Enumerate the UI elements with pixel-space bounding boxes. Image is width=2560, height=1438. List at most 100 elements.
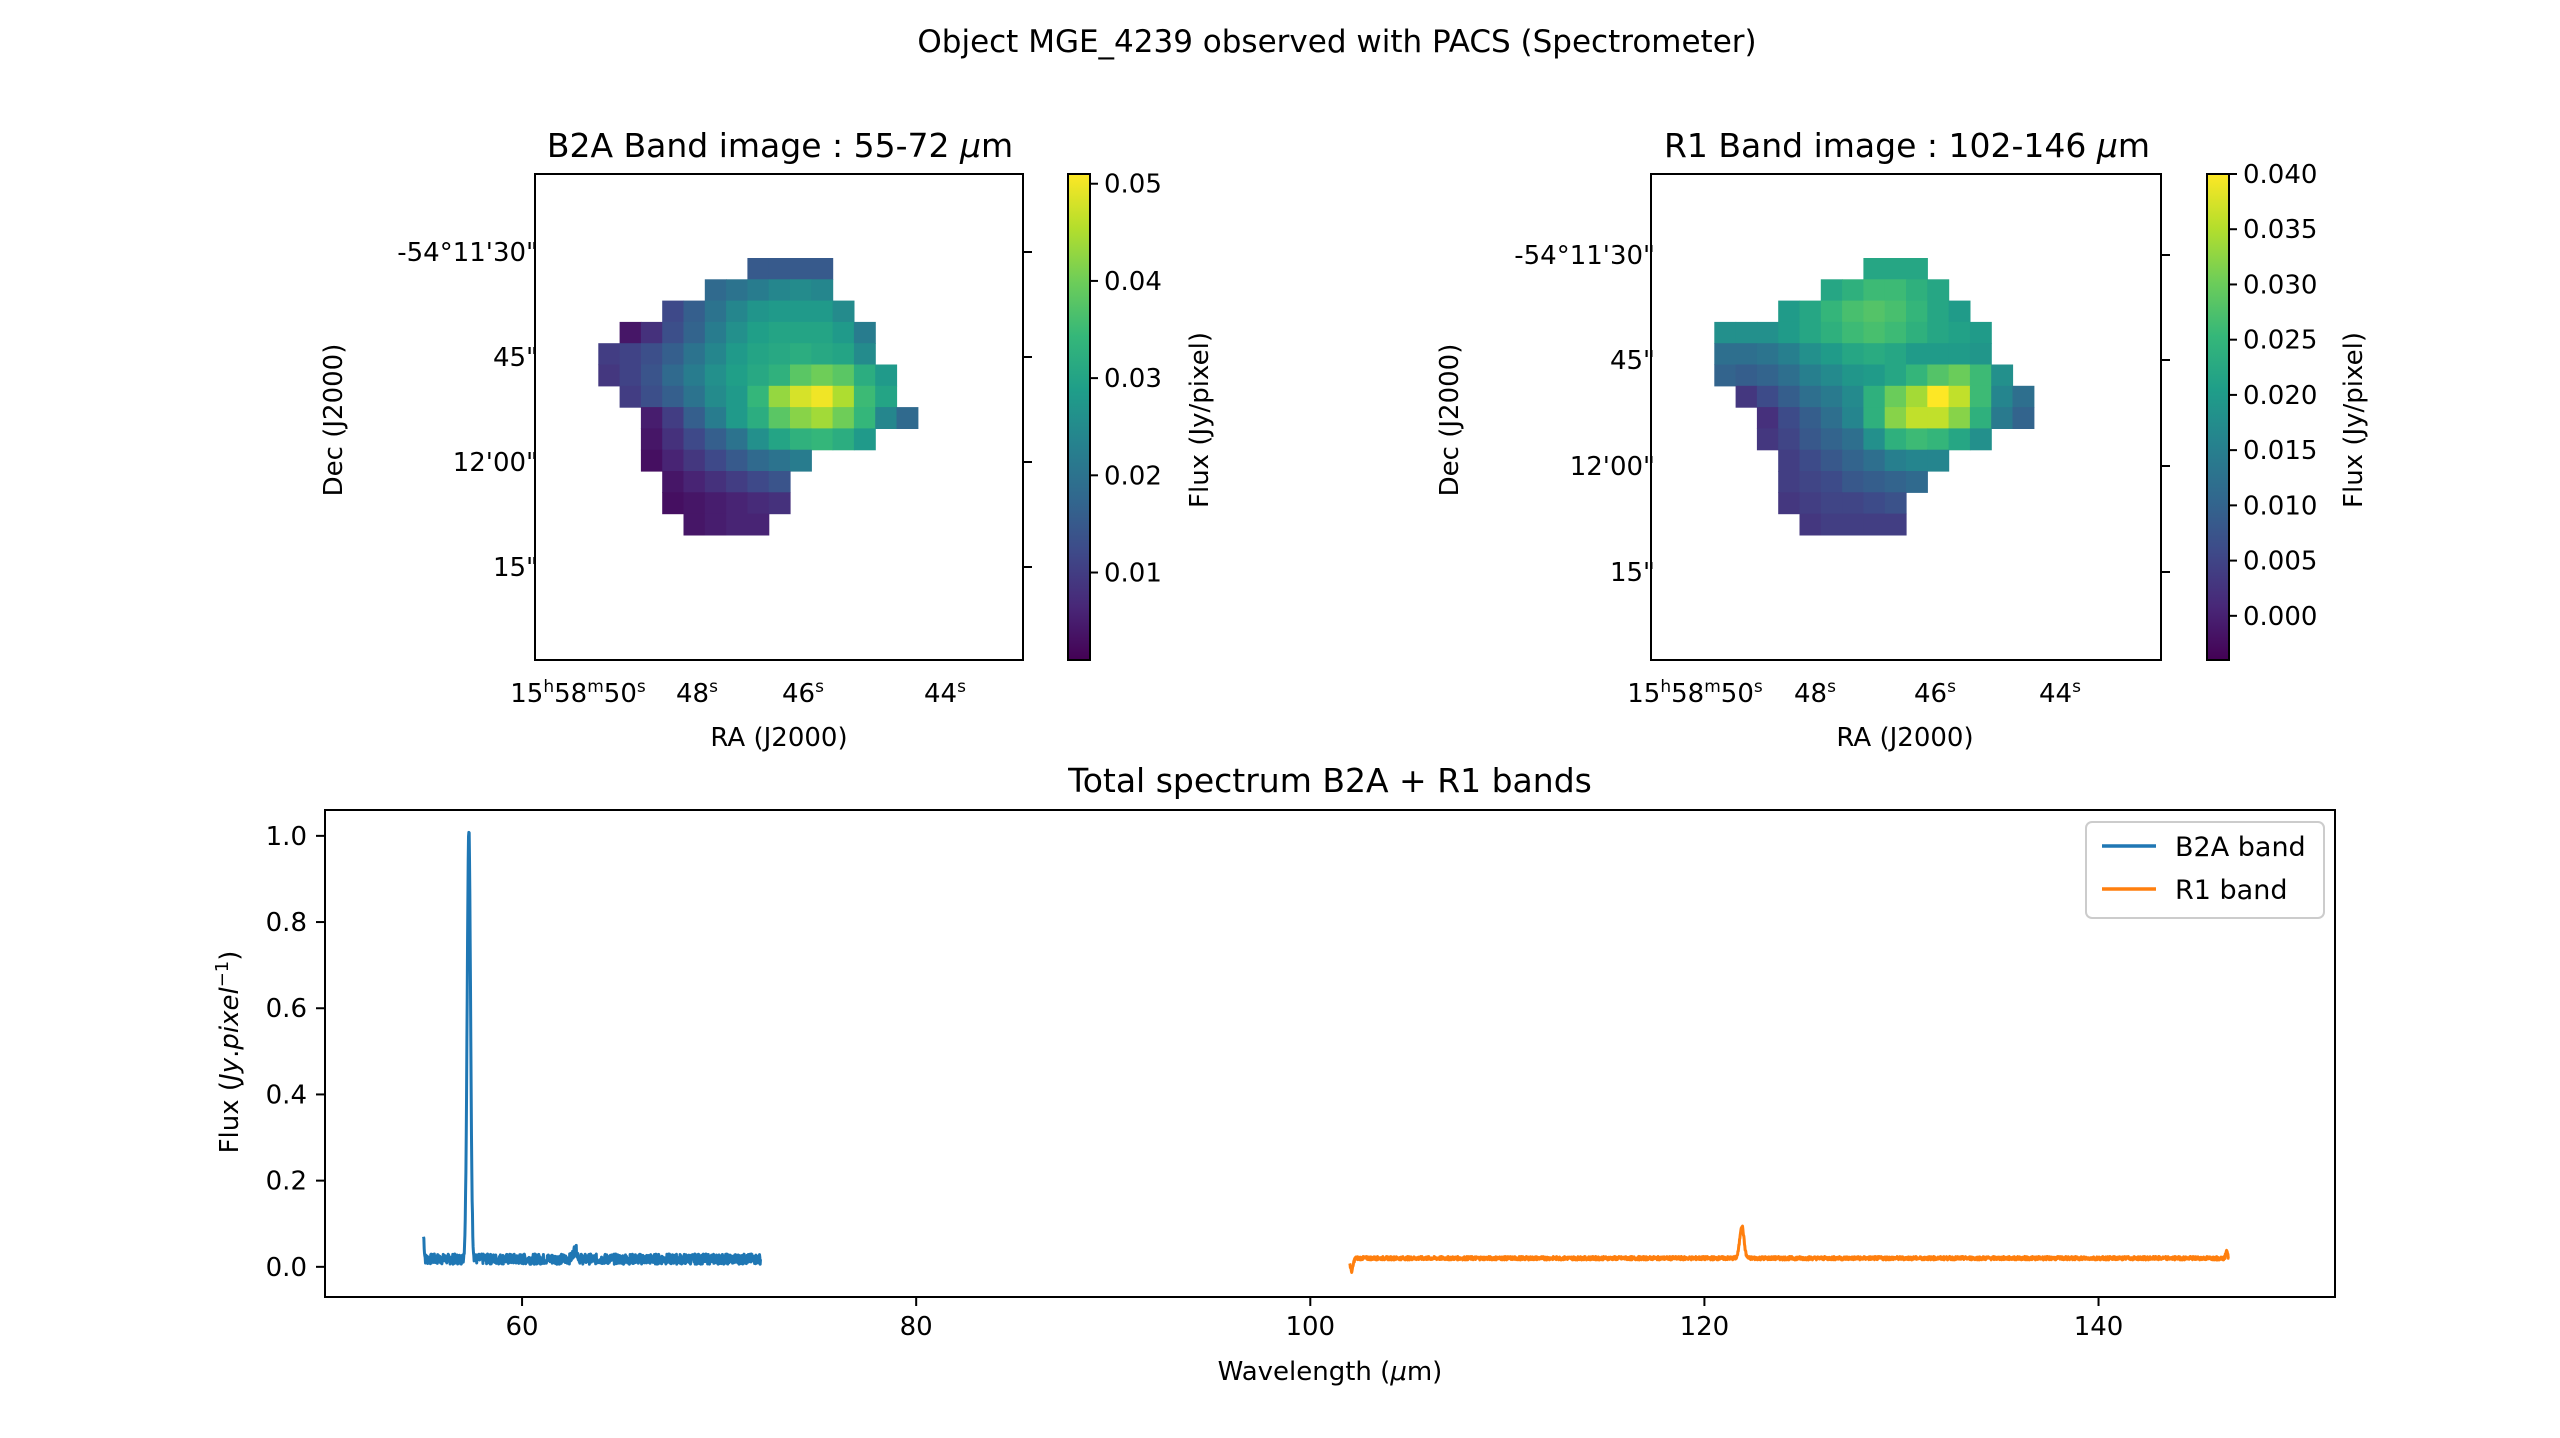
image-pixel [1756, 428, 1779, 451]
image-pixel [598, 364, 621, 387]
image-pixel [1927, 385, 1950, 408]
image-pixel [1948, 321, 1971, 344]
colorbar-tick-label: 0.02 [1104, 461, 1162, 491]
y-tick-label: 0.4 [266, 1080, 307, 1110]
image-pixel [853, 321, 876, 344]
figure-title: Object MGE_4239 observed with PACS (Spec… [917, 24, 1756, 60]
image-pixel [1991, 407, 2014, 429]
image-pixel [662, 343, 685, 366]
image-pixel [598, 343, 621, 366]
image-pixel [619, 364, 642, 387]
image-pixel [1842, 364, 1864, 387]
image-pixel [683, 300, 706, 323]
image-pixel [640, 385, 663, 408]
b2a-y-axis-label: Dec (J2000) [319, 344, 349, 497]
image-pixel [768, 492, 791, 515]
image-pixel [832, 321, 855, 344]
image-pixel [1778, 385, 1801, 408]
image-pixel [1820, 321, 1843, 344]
image-pixel [768, 471, 791, 493]
spectrum-line-r1 [1348, 1224, 2230, 1275]
image-pixel [1778, 407, 1801, 429]
image-pixel [1820, 428, 1843, 451]
image-pixel [1884, 364, 1907, 387]
image-pixel [1863, 300, 1886, 323]
image-pixel [683, 449, 706, 472]
image-pixel [1969, 343, 1992, 366]
image-pixel [768, 385, 791, 408]
image-pixel [768, 343, 791, 366]
colorbar-gradient [2206, 173, 2230, 661]
image-pixel [747, 343, 770, 366]
image-pixel [1927, 300, 1950, 323]
image-pixel [1756, 385, 1779, 408]
image-pixel [662, 428, 685, 451]
x-tick-label: 80 [900, 1312, 933, 1342]
legend-label-r1: R1 band [2175, 875, 2287, 906]
r1-x-ticks: 15h58m50s 48s 46s 44s [1627, 677, 2081, 709]
image-pixel [1927, 364, 1950, 387]
image-pixel [1820, 449, 1843, 472]
image-pixel [853, 343, 876, 366]
image-pixel [1884, 300, 1907, 323]
image-pixel [790, 300, 812, 323]
image-pixel [747, 279, 770, 302]
image-pixel [1778, 343, 1801, 366]
colorbar-tick-label: 0.05 [1104, 170, 1162, 200]
image-pixel [1948, 385, 1971, 408]
image-pixel [853, 428, 876, 451]
r1-y-ticks: -54°11'30" 45" 12'00" 15" [1514, 241, 2170, 588]
image-pixel [704, 471, 727, 493]
image-pixel [768, 407, 791, 429]
r1-y-axis-label: Dec (J2000) [1435, 344, 1465, 497]
image-pixel [704, 300, 727, 323]
image-pixel [790, 343, 812, 366]
spectrum-line-b2a [422, 830, 762, 1266]
image-pixel [1820, 279, 1843, 302]
image-pixel [875, 364, 898, 387]
image-pixel [640, 407, 663, 429]
image-pixel [726, 364, 748, 387]
image-pixel [1842, 343, 1864, 366]
y-tick-label: 45" [1610, 346, 1655, 376]
image-pixel [1842, 513, 1864, 536]
y-tick-label: -54°11'30" [397, 238, 538, 268]
image-pixel [1884, 428, 1907, 451]
colorbar-tick-label: 0.025 [2243, 326, 2317, 356]
image-pixel [1927, 407, 1950, 429]
image-pixel [1778, 449, 1801, 472]
image-pixel [704, 385, 727, 408]
image-pixel [896, 407, 919, 429]
image-pixel [1906, 279, 1928, 302]
image-pixel [1842, 492, 1864, 515]
image-pixel [640, 321, 663, 344]
image-pixel [726, 321, 748, 344]
image-pixel [1927, 449, 1950, 472]
image-pixel [1799, 471, 1822, 493]
colorbar-tick-label: 0.01 [1104, 559, 1162, 589]
image-pixel [747, 321, 770, 344]
image-pixel [875, 407, 898, 429]
y-tick-label: 15" [1610, 558, 1655, 588]
image-pixel [875, 385, 898, 408]
x-tick-label: 46s [1914, 677, 1956, 709]
r1-pixel-grid [1714, 258, 2035, 536]
b2a-colorbar: 0.01 0.02 0.03 0.04 0.05 [1067, 170, 1162, 661]
image-pixel [662, 321, 685, 344]
image-pixel [662, 364, 685, 387]
image-pixel [1948, 300, 1971, 323]
y-tick-label: 12'00" [1570, 452, 1655, 482]
y-tick-label: 0.2 [266, 1167, 307, 1197]
image-pixel [1735, 321, 1758, 344]
image-pixel [768, 449, 791, 472]
image-pixel [1906, 300, 1928, 323]
image-pixel [1842, 385, 1864, 408]
image-pixel [811, 300, 834, 323]
image-pixel [790, 321, 812, 344]
image-pixel [790, 364, 812, 387]
x-tick-label: 46s [782, 677, 824, 709]
image-pixel [683, 385, 706, 408]
image-pixel [1735, 343, 1758, 366]
image-pixel [1778, 471, 1801, 493]
image-pixel [832, 407, 855, 429]
